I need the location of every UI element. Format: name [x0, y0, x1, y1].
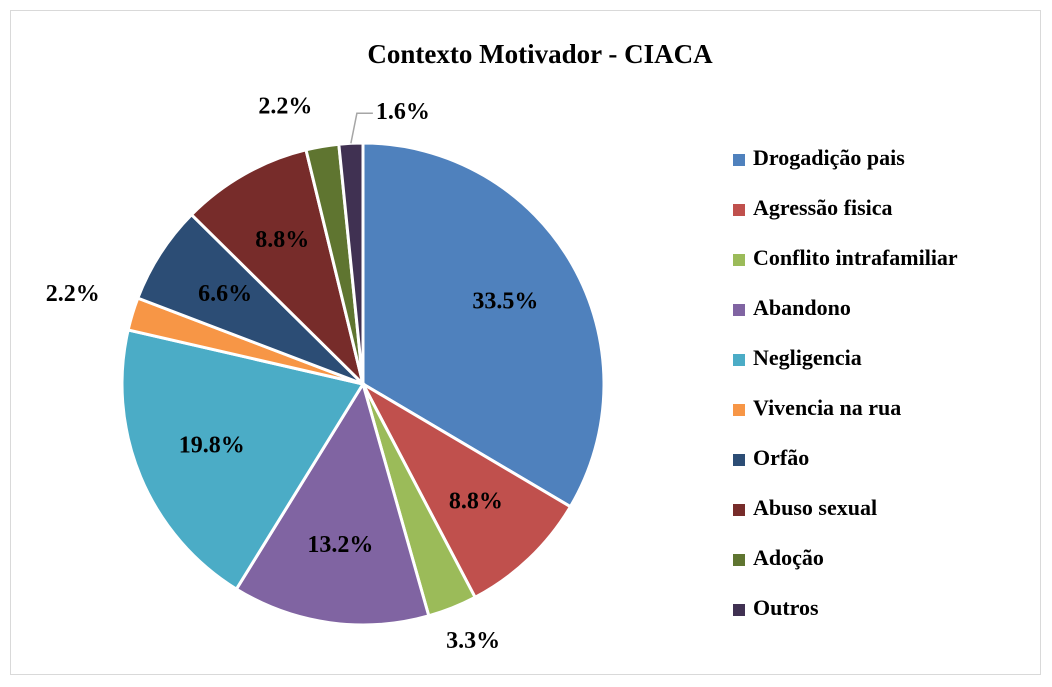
legend-label: Vivencia na rua: [753, 395, 901, 420]
legend-swatch: [733, 354, 745, 366]
legend-swatch: [733, 254, 745, 266]
data-label: 8.8%: [449, 488, 503, 514]
data-label: 19.8%: [179, 433, 245, 459]
pie-slice: [361, 141, 606, 509]
data-label: 3.3%: [446, 628, 500, 654]
legend-swatch: [733, 204, 745, 216]
legend-label: Outros: [753, 595, 819, 620]
legend-swatch: [733, 554, 745, 566]
chart-title: Contexto Motivador - CIACA: [367, 39, 713, 69]
data-label: 2.2%: [258, 93, 312, 119]
legend-swatch: [733, 404, 745, 416]
legend-label: Adoção: [753, 545, 824, 570]
pie-slice: [120, 328, 366, 592]
leader-line: [350, 112, 373, 144]
legend-label: Abuso sexual: [753, 495, 877, 520]
data-label: 2.2%: [46, 281, 100, 307]
legend-label: Drogadição pais: [753, 145, 905, 170]
legend-swatch: [733, 604, 745, 616]
data-label: 8.8%: [255, 227, 309, 253]
data-label: 6.6%: [198, 281, 252, 307]
data-label: 1.6%: [376, 99, 430, 125]
legend-label: Abandono: [753, 295, 851, 320]
legend-label: Agressão fisica: [753, 195, 893, 220]
data-label: 33.5%: [472, 288, 538, 314]
data-label: 13.2%: [307, 532, 373, 558]
pie-slice: [234, 380, 431, 627]
legend-swatch: [733, 504, 745, 516]
legend-swatch: [733, 304, 745, 316]
legend-swatch: [733, 154, 745, 166]
pie-slice: [359, 380, 573, 600]
pie-slice: [337, 141, 365, 385]
legend-label: Negligencia: [753, 345, 862, 370]
legend-label: Orfão: [753, 445, 809, 470]
legend-label: Conflito intrafamiliar: [753, 245, 958, 270]
legend-swatch: [733, 454, 745, 466]
